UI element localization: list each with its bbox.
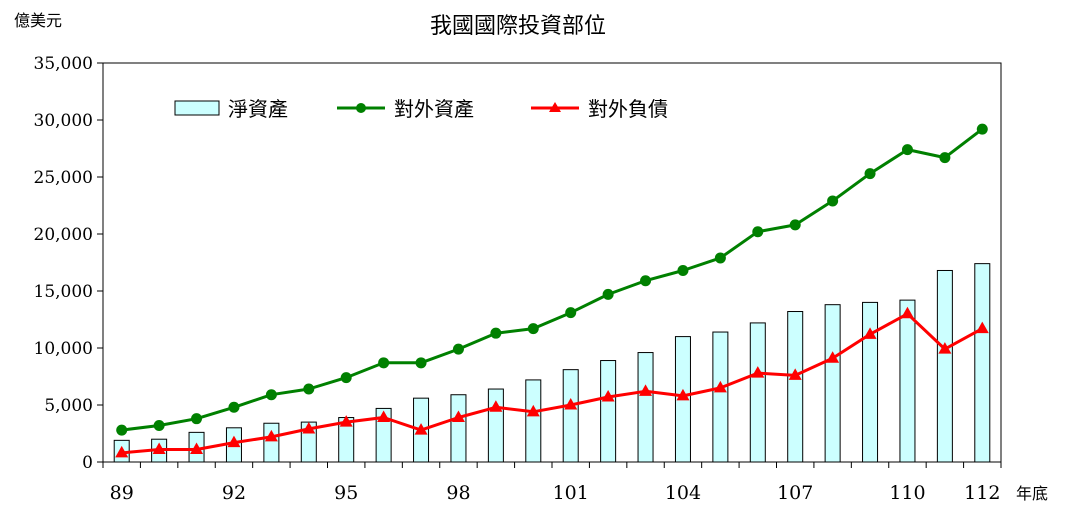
net-assets-bar	[974, 263, 991, 463]
external-liabilities-marker	[227, 435, 241, 448]
external-assets-marker	[827, 195, 839, 207]
external-liabilities-marker	[713, 380, 727, 393]
external-assets-marker	[789, 219, 801, 231]
external-liabilities-marker	[601, 390, 615, 402]
x-axis-unit-label: 年底	[1016, 484, 1048, 503]
external-liabilities-marker	[414, 423, 428, 435]
net-assets-bar	[712, 331, 729, 463]
y-tick-label: 20,000	[34, 225, 93, 245]
net-assets-bar	[487, 388, 504, 463]
external-liabilities-marker	[900, 306, 914, 319]
external-assets-marker	[490, 327, 502, 339]
net-assets-bar	[862, 301, 879, 463]
external-assets-line	[121, 127, 984, 432]
external-assets-marker	[976, 123, 988, 135]
legend-external-liabilities-label: 對外負債	[588, 97, 668, 121]
external-liabilities-marker	[302, 421, 316, 434]
external-liabilities-marker	[639, 384, 653, 396]
y-axis-unit-label: 億美元	[14, 11, 62, 30]
external-liabilities-marker	[751, 366, 765, 378]
external-assets-marker	[714, 252, 726, 264]
net-assets-bars	[113, 263, 991, 463]
external-assets-marker	[415, 357, 427, 369]
external-assets-marker	[265, 389, 277, 401]
external-liabilities-marker	[377, 410, 391, 423]
legend-external-liabilities-marker	[549, 102, 561, 112]
net-assets-bar	[525, 379, 542, 463]
external-assets-marker	[677, 264, 689, 276]
net-assets-bar	[899, 299, 916, 463]
external-liabilities-marker	[826, 351, 840, 363]
external-assets-marker	[602, 288, 614, 300]
external-assets-marker	[228, 401, 240, 413]
external-liabilities-marker	[190, 442, 204, 454]
legend-external-assets-marker	[356, 103, 366, 113]
external-assets-marker	[153, 420, 165, 432]
chart-title: 我國國際投資部位	[430, 14, 606, 39]
y-tick-label: 25,000	[34, 168, 93, 188]
external-assets-marker	[939, 152, 951, 164]
legend-net-assets-label: 淨資產	[228, 97, 288, 121]
external-liabilities-marker	[489, 400, 503, 412]
external-liabilities-marker	[115, 445, 129, 458]
external-assets-marker	[901, 144, 913, 156]
x-tick-label: 107	[777, 482, 813, 504]
external-assets-marker	[565, 307, 577, 319]
net-assets-bar	[562, 369, 579, 463]
external-liabilities-marker	[975, 321, 989, 334]
net-assets-bar	[600, 360, 617, 463]
x-axis: 89 92 95 98 101 104 107 110 112	[102, 462, 1002, 504]
external-assets-marker	[303, 383, 315, 395]
x-tick-label: 104	[665, 482, 701, 504]
external-liabilities-line	[121, 312, 984, 455]
x-tick-label: 110	[889, 482, 925, 504]
external-assets-marker	[527, 323, 539, 335]
net-assets-bar	[637, 352, 654, 463]
external-liabilities-marker	[788, 368, 802, 380]
external-liabilities-marker	[564, 398, 578, 410]
external-liabilities-marker	[526, 404, 540, 417]
external-assets-marker	[452, 343, 464, 355]
external-assets-marker	[191, 413, 203, 425]
net-assets-bar	[749, 322, 766, 463]
y-tick-label: 35,000	[34, 54, 93, 74]
net-assets-bar	[824, 304, 841, 463]
y-axis: 0 5,000 10,000 15,000 20,000 25,000 30,000 35,0…	[34, 54, 103, 473]
external-liabilities-marker	[676, 388, 690, 401]
legend-net-assets-swatch	[174, 100, 220, 116]
external-assets-marker	[864, 168, 876, 180]
line-series	[115, 123, 989, 458]
x-tick-label: 95	[334, 482, 358, 504]
external-assets-marker	[640, 275, 652, 287]
y-tick-label: 30,000	[34, 111, 93, 131]
net-assets-bar	[450, 394, 467, 463]
x-tick-label: 98	[446, 482, 470, 504]
external-assets-marker	[378, 357, 390, 369]
external-liabilities-marker	[264, 429, 278, 442]
external-liabilities-marker	[938, 342, 952, 354]
x-tick-label: 101	[553, 482, 589, 504]
x-tick-label: 112	[964, 482, 1000, 504]
y-tick-label: 10,000	[34, 339, 93, 359]
external-liabilities-marker	[863, 327, 877, 339]
net-assets-bar	[263, 422, 280, 463]
y-tick-label: 0	[82, 453, 93, 473]
legend: 淨資產 對外資產 對外負債	[174, 97, 668, 121]
x-tick-label: 92	[222, 482, 246, 504]
external-assets-marker	[340, 372, 352, 384]
net-assets-bar	[787, 311, 804, 463]
x-tick-label: 89	[110, 482, 134, 504]
external-assets-marker	[752, 226, 764, 238]
net-assets-bar	[936, 269, 953, 463]
external-liabilities-marker	[451, 410, 465, 423]
y-tick-label: 15,000	[34, 282, 93, 302]
external-assets-marker	[116, 424, 128, 436]
external-liabilities-marker	[152, 442, 166, 454]
external-liabilities-marker	[339, 415, 353, 427]
y-tick-label: 5,000	[44, 396, 93, 416]
legend-external-assets-label: 對外資產	[394, 97, 474, 121]
